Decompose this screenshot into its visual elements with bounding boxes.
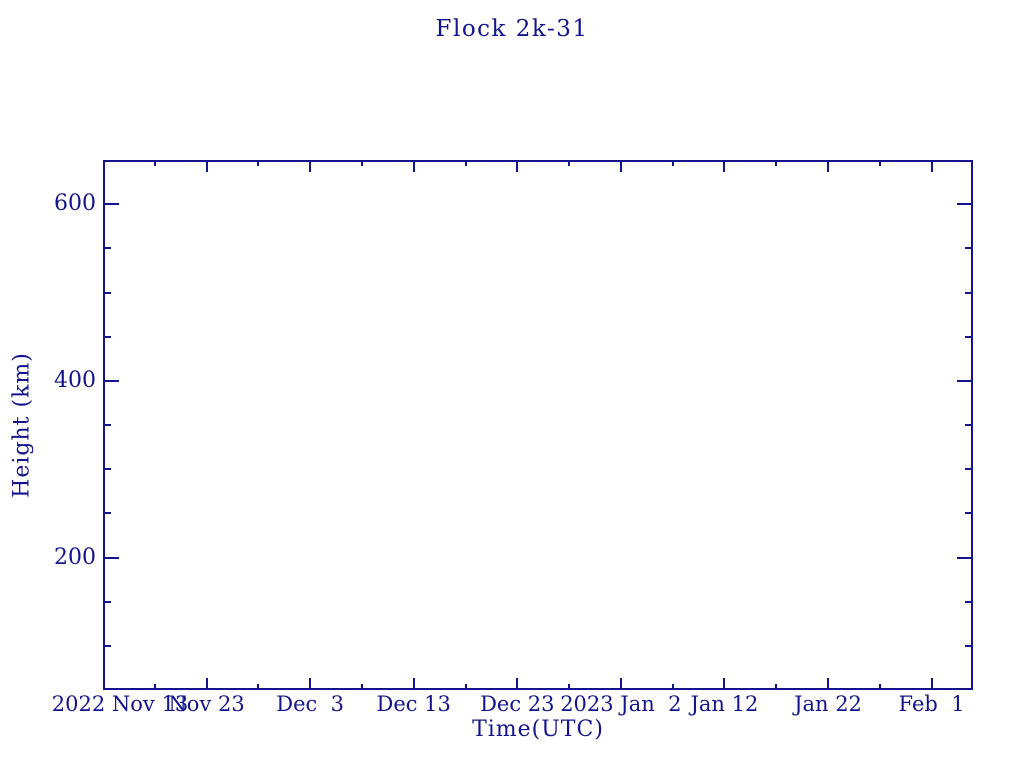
top-x-minor-tick bbox=[257, 160, 260, 166]
right-y-minor-tick bbox=[965, 468, 973, 471]
left-y-major-tick bbox=[103, 203, 119, 206]
bottom-x-major-tick bbox=[723, 678, 726, 690]
bottom-x-major-tick bbox=[930, 678, 933, 690]
left-y-minor-tick bbox=[103, 424, 111, 426]
right-y-minor-tick bbox=[965, 247, 973, 250]
top-x-major-tick bbox=[723, 160, 726, 172]
left-y-major-tick bbox=[103, 379, 119, 382]
right-y-major-tick bbox=[957, 203, 973, 206]
x-tick-label: 2022 Nov 13 bbox=[51, 692, 189, 716]
right-y-minor-tick bbox=[965, 644, 973, 647]
chart-title: Flock 2k-31 bbox=[435, 16, 589, 42]
right-y-minor-tick bbox=[965, 291, 973, 294]
bottom-x-minor-tick bbox=[568, 684, 571, 690]
bottom-x-major-tick bbox=[205, 678, 208, 690]
bottom-x-major-tick bbox=[516, 678, 519, 690]
x-tick-label: Dec 13 bbox=[376, 692, 451, 716]
y-tick-label: 200 bbox=[54, 544, 96, 570]
top-x-major-tick bbox=[930, 160, 933, 172]
left-y-minor-tick bbox=[103, 512, 111, 515]
top-x-major-tick bbox=[205, 160, 208, 172]
top-x-minor-tick bbox=[878, 160, 881, 166]
left-y-minor-tick bbox=[103, 600, 111, 603]
x-tick-label: Dec 3 bbox=[276, 692, 345, 716]
left-y-minor-tick bbox=[103, 468, 111, 471]
top-x-minor-tick bbox=[568, 160, 571, 166]
top-x-major-tick bbox=[412, 160, 415, 172]
right-y-minor-tick bbox=[965, 335, 973, 338]
top-x-minor-tick bbox=[671, 160, 674, 166]
bottom-x-minor-tick bbox=[464, 684, 467, 690]
x-axis-title: Time(UTC) bbox=[472, 717, 604, 742]
top-x-major-tick bbox=[516, 160, 519, 172]
bottom-x-minor-tick bbox=[775, 684, 778, 690]
right-y-minor-tick bbox=[965, 600, 973, 603]
top-x-minor-tick bbox=[153, 160, 156, 166]
top-x-major-tick bbox=[309, 160, 312, 172]
bottom-x-minor-tick bbox=[257, 684, 260, 690]
top-x-major-tick bbox=[827, 160, 829, 172]
y-axis-title: Height (km) bbox=[9, 352, 35, 498]
bottom-x-minor-tick bbox=[153, 684, 156, 690]
top-x-major-tick bbox=[619, 160, 622, 172]
left-y-minor-tick bbox=[103, 644, 111, 647]
y-tick-label: 400 bbox=[54, 367, 96, 393]
x-tick-label: Jan 12 bbox=[690, 692, 759, 716]
left-y-minor-tick bbox=[103, 335, 111, 338]
bottom-x-major-tick bbox=[827, 678, 829, 690]
top-x-minor-tick bbox=[464, 160, 467, 166]
bottom-x-minor-tick bbox=[671, 684, 674, 690]
left-y-minor-tick bbox=[103, 291, 111, 294]
bottom-x-major-tick bbox=[619, 678, 622, 690]
plot-area bbox=[103, 160, 973, 690]
right-y-major-tick bbox=[957, 379, 973, 382]
bottom-x-minor-tick bbox=[878, 684, 881, 690]
x-tick-label: Feb 1 bbox=[898, 692, 965, 716]
x-tick-label: Jan 22 bbox=[794, 692, 862, 716]
bottom-x-major-tick bbox=[412, 678, 415, 690]
top-x-minor-tick bbox=[775, 160, 778, 166]
right-y-major-tick bbox=[957, 556, 973, 559]
left-y-minor-tick bbox=[103, 247, 111, 250]
x-tick-label: 2023 Jan 2 bbox=[560, 692, 682, 716]
top-x-minor-tick bbox=[360, 160, 363, 166]
x-tick-label: Nov 23 bbox=[168, 692, 245, 716]
bottom-x-minor-tick bbox=[360, 684, 363, 690]
right-y-minor-tick bbox=[965, 512, 973, 515]
right-y-minor-tick bbox=[965, 424, 973, 426]
bottom-x-major-tick bbox=[309, 678, 312, 690]
y-tick-label: 600 bbox=[54, 191, 96, 217]
x-tick-label: Dec 23 bbox=[480, 692, 555, 716]
left-y-major-tick bbox=[103, 556, 119, 559]
